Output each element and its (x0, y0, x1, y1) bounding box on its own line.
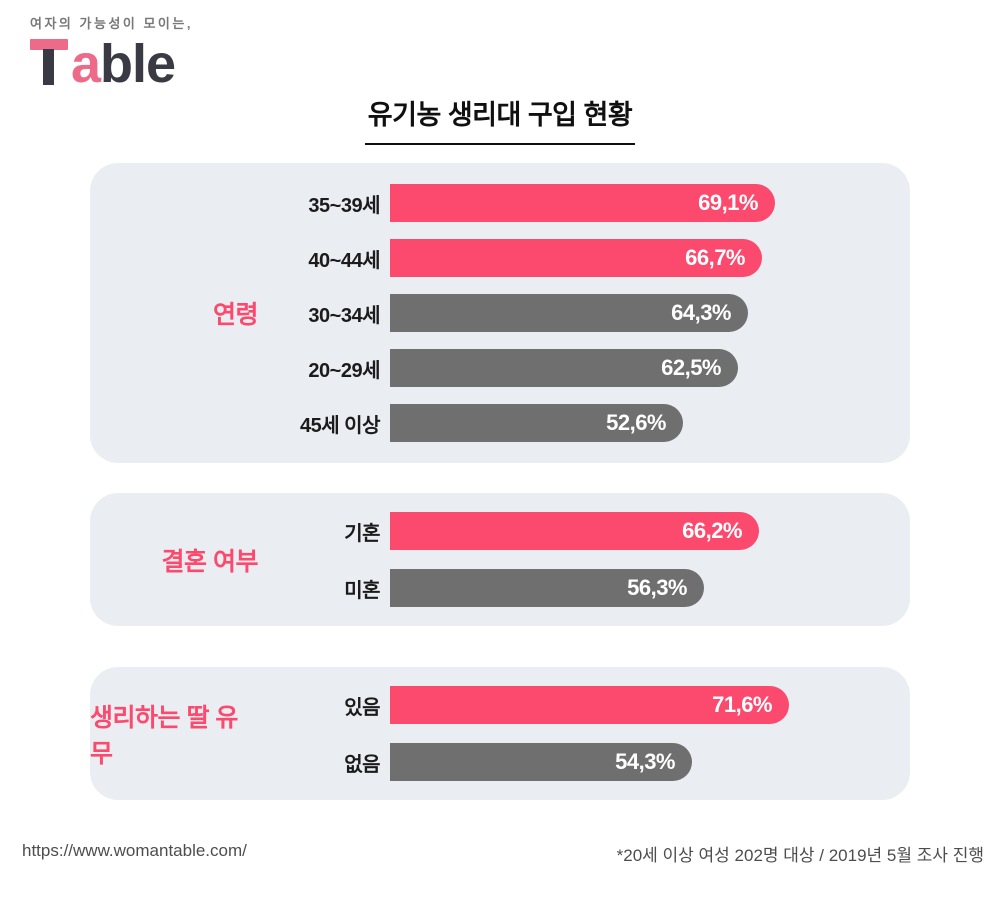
value-bar: 52,6% (390, 404, 683, 442)
category-label: 기혼 (344, 522, 380, 545)
bar-rows-age: 35~39세 69,1% 40~44세 66,7% 30~34세 64,3% 20~29세 6… (90, 163, 910, 463)
value-label: 71,6% (712, 692, 772, 717)
category-label: 있음 (344, 696, 380, 719)
value-label: 56,3% (627, 575, 687, 600)
logo-letter-a: a (71, 34, 101, 94)
value-bar: 66,2% (390, 512, 759, 550)
brand-logo: 여자의 가능성이 모이는, a ble (30, 13, 193, 94)
brand-tagline: 여자의 가능성이 모이는, (30, 16, 193, 31)
value-bar: 69,1% (390, 184, 775, 222)
footer-survey-note: *20세 이상 여성 202명 대상 / 2019년 5월 조사 진행 (616, 846, 984, 865)
value-bar: 64,3% (390, 294, 748, 332)
category-label: 45세 이상 (299, 414, 381, 437)
value-label: 66,2% (682, 518, 742, 543)
value-bar: 56,3% (390, 569, 704, 607)
logo-letters-ble: ble (100, 34, 176, 94)
bar-rows-daughter: 있음 71,6% 없음 54,3% (90, 667, 910, 800)
bar-row: 없음 54,3% (90, 743, 910, 781)
value-label: 64,3% (671, 300, 731, 325)
bar-row: 35~39세 69,1% (90, 184, 910, 222)
bar-row: 기혼 66,2% (90, 512, 910, 550)
bar-rows-marital-status: 기혼 66,2% 미혼 56,3% (90, 493, 910, 626)
section-daughter: 생리하는 딸 유무 있음 71,6% 없음 54,3% (90, 667, 910, 800)
section-label-daughter: 생리하는 딸 유무 (90, 703, 238, 768)
bar-row: 미혼 56,3% (90, 569, 910, 607)
logo-t-crossbar (30, 39, 68, 50)
section-age: 연령 35~39세 69,1% 40~44세 66,7% 30~34세 64,3% 20~2… (90, 163, 910, 463)
category-label: 20~29세 (308, 359, 380, 382)
section-label-age: 연령 (212, 301, 259, 329)
section-label-marital-status: 결혼 여부 (161, 547, 259, 576)
brand-wordmark: a ble (30, 34, 193, 94)
category-label: 미혼 (344, 579, 380, 602)
value-label: 62,5% (661, 355, 721, 380)
value-bar: 54,3% (390, 743, 692, 781)
category-label: 없음 (344, 753, 380, 776)
logo-t-stem (43, 49, 54, 85)
section-marital-status: 결혼 여부 기혼 66,2% 미혼 56,3% (90, 493, 910, 626)
value-bar: 71,6% (390, 686, 789, 724)
value-bar: 66,7% (390, 239, 762, 277)
bar-row: 30~34세 64,3% (90, 294, 910, 332)
footer-url: https://www.womantable.com/ (22, 841, 247, 860)
category-label: 40~44세 (308, 249, 380, 272)
category-label: 30~34세 (308, 304, 380, 327)
value-label: 54,3% (615, 749, 675, 774)
value-label: 52,6% (606, 410, 666, 435)
chart-title-wrap: 유기농 생리대 구입 현황 (0, 93, 1000, 145)
value-label: 66,7% (685, 245, 745, 270)
bar-row: 있음 71,6% (90, 686, 910, 724)
logo-letter-t (30, 39, 68, 87)
value-bar: 62,5% (390, 349, 738, 387)
category-label: 35~39세 (308, 194, 380, 217)
bar-row: 20~29세 62,5% (90, 349, 910, 387)
value-label: 69,1% (698, 190, 758, 215)
bar-row: 45세 이상 52,6% (90, 404, 910, 442)
chart-title: 유기농 생리대 구입 현황 (364, 93, 636, 145)
bar-row: 40~44세 66,7% (90, 239, 910, 277)
